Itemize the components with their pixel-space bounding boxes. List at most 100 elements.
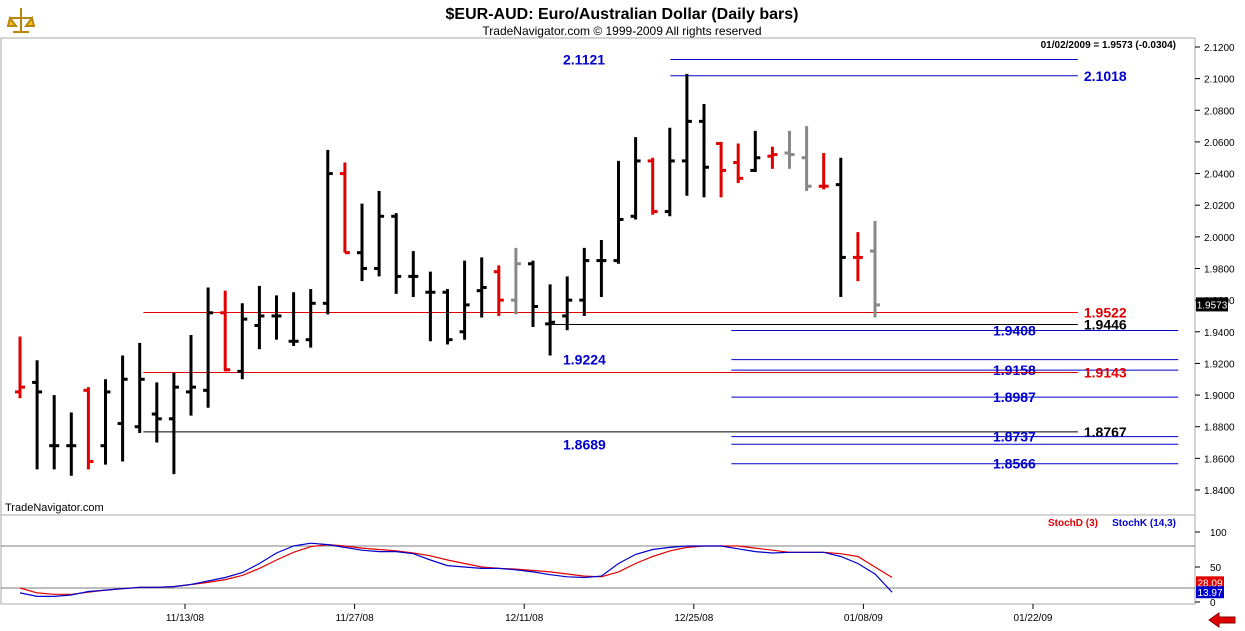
stoch-last-badge [1196, 586, 1224, 599]
price-level-label: 1.9158 [993, 362, 1036, 378]
price-level-label: 1.8737 [993, 429, 1036, 445]
ohlc-bar [32, 360, 43, 470]
ohlc-bar [733, 143, 744, 184]
scroll-arrow-icon[interactable] [1208, 612, 1236, 628]
price-tick-label: 1.8800 [1204, 423, 1235, 434]
watermark: TradeNavigator.com [5, 502, 104, 514]
ohlc-bar [117, 355, 128, 462]
ohlc-bar [288, 292, 299, 347]
ohlc-bar [271, 295, 282, 340]
ohlc-bar [442, 289, 453, 345]
quote-readout: 01/02/2009 = 1.9573 (-0.0304) [1041, 40, 1176, 51]
ohlc-bar [100, 379, 111, 465]
date-tick-label: 11/27/08 [336, 613, 375, 624]
ohlc-bar [801, 126, 812, 191]
ohlc-bar [168, 372, 179, 475]
date-tick-label: 01/22/09 [1014, 613, 1053, 624]
chart-subtitle: TradeNavigator.com © 1999-2009 All right… [482, 24, 761, 38]
ohlc-bar [767, 146, 778, 169]
ohlc-bar [716, 141, 727, 198]
ohlc-bar [391, 213, 402, 294]
date-tick-label: 11/13/08 [166, 613, 205, 624]
price-level-label: 1.8689 [563, 436, 606, 452]
price-level-label: 1.9224 [563, 352, 606, 368]
ohlc-bar [699, 103, 709, 198]
ohlc-bar [49, 395, 60, 470]
ohlc-bar [545, 284, 556, 356]
ohlc-bar [562, 276, 573, 331]
stoch-tick-label: 0 [1210, 598, 1216, 609]
stoch-tick-label: 100 [1210, 528, 1227, 539]
ohlc-bar [220, 290, 231, 372]
ohlc-bar [528, 260, 538, 328]
date-tick-label: 12/11/08 [505, 613, 544, 624]
ohlc-bar [630, 137, 641, 220]
price-tick-label: 1.9800 [1204, 265, 1235, 276]
ohlc-bar [596, 240, 607, 297]
price-level-label: 1.9408 [993, 323, 1036, 339]
ohlc-bar [870, 221, 880, 318]
legend-stoch-k: StochK (14,3) [1112, 518, 1176, 529]
ohlc-bar [374, 190, 385, 277]
price-tick-label: 2.1200 [1204, 43, 1235, 54]
ohlc-bar [15, 336, 25, 399]
price-level-label: 1.8767 [1084, 424, 1127, 440]
price-level-label: 1.9446 [1084, 317, 1127, 333]
stoch-tick-label: 50 [1210, 563, 1222, 574]
ohlc-bar [852, 232, 863, 282]
ohlc-bar [750, 130, 761, 172]
stoch-last-label: 28.09 [1197, 578, 1222, 589]
ohlc-bar [408, 251, 419, 297]
ohlc-bar [784, 130, 795, 169]
ohlc-bar [66, 412, 77, 476]
ohlc-bar [339, 162, 350, 255]
stoch-panel-border [0, 514, 1196, 605]
price-tick-label: 1.9400 [1204, 328, 1235, 339]
date-tick-label: 12/25/08 [674, 613, 713, 624]
ohlc-bar [203, 287, 214, 408]
ohlc-bar [186, 334, 196, 416]
chart-frame [0, 37, 1196, 605]
ohlc-bar [134, 342, 145, 434]
ohlc-bar [151, 382, 162, 443]
ohlc-bar [459, 260, 470, 340]
price-tick-label: 1.8400 [1204, 486, 1235, 497]
ohlc-bar [681, 73, 692, 196]
last-price-label: 1.9573 [1197, 300, 1228, 311]
legend-stoch-d: StochD (3) [1048, 518, 1098, 529]
logo-icon[interactable] [6, 8, 36, 33]
ohlc-bar [818, 153, 829, 190]
ohlc-bar [83, 387, 94, 470]
ohlc-bar [254, 285, 265, 350]
ohlc-bar [579, 247, 590, 316]
price-tick-label: 2.1000 [1204, 75, 1235, 86]
price-level-label: 1.8566 [993, 456, 1036, 472]
price-tick-label: 1.9000 [1204, 391, 1235, 402]
date-tick-label: 01/08/09 [844, 613, 883, 624]
price-level-label: 2.1018 [1084, 68, 1127, 84]
price-axis: 2.1200 2.1000 2.0800 2.0600 2.0400 2.0200 2.00… [1195, 43, 1235, 497]
stoch-axis: 100 50 0 [1, 528, 1227, 609]
stoch-last-label: 13.97 [1197, 588, 1222, 599]
ohlc-bar [664, 127, 675, 217]
ohlc-bar [510, 247, 521, 315]
price-level-label: 1.8987 [993, 389, 1036, 405]
price-level-label: 1.9143 [1084, 364, 1127, 380]
price-tick-label: 1.8600 [1204, 454, 1235, 465]
price-level-label: 1.9522 [1084, 304, 1127, 320]
ohlc-bar [305, 289, 316, 348]
ohlc-bar [493, 265, 504, 316]
price-tick-label: 2.0200 [1204, 201, 1235, 212]
price-level-label: 2.1121 [563, 51, 605, 67]
date-axis: 11/13/08 11/27/08 12/11/08 12/25/08 01/08/09… [166, 604, 1053, 624]
price-tick-label: 1.9200 [1204, 359, 1235, 370]
last-price-badge [1196, 297, 1228, 312]
ohlc-bar [835, 157, 846, 297]
ohlc-bar [357, 203, 367, 282]
stoch-last-badge [1196, 576, 1224, 589]
ohlc-bar [476, 257, 487, 318]
ohlc-bar [237, 303, 248, 380]
price-tick-label: 2.0600 [1204, 138, 1235, 149]
